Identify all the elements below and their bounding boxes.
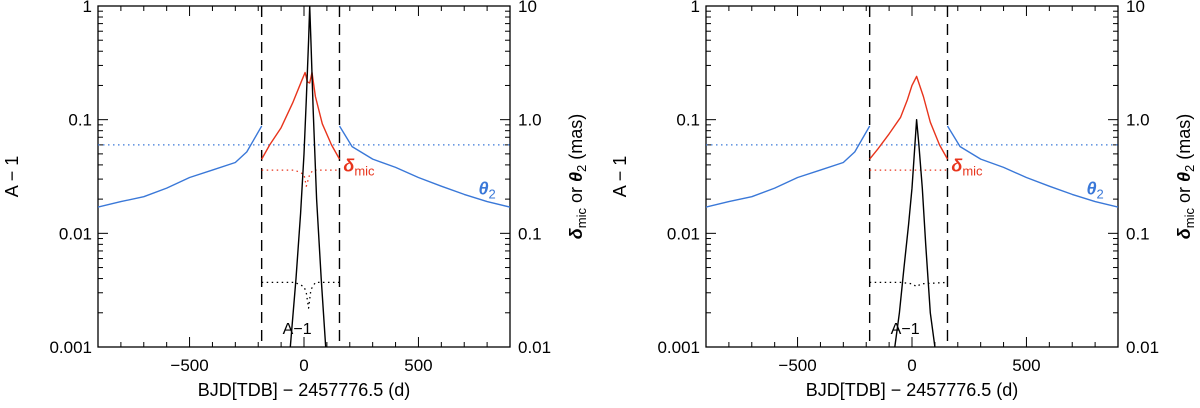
annotation-label-2: θ2	[1086, 178, 1103, 201]
annotation-main: θ	[478, 178, 488, 198]
chart-panel-2: −500 0 500 0.001 0.01 0.1 1 0.01 0.1 1.0 10 BJD[TDB…	[610, 0, 1197, 400]
annotation-label-mic: δmic	[343, 155, 375, 178]
annotation-sub: mic	[354, 163, 375, 178]
chart-panel-1: −500 0 500 0.001 0.01 0.1 1 0.01 0.1 1.0 10 BJD[TDB…	[2, 0, 589, 400]
y-left-axis-label: A − 1	[610, 156, 630, 198]
y-right-axis-label-part: or	[1174, 182, 1194, 208]
annotation-sub: 2	[1097, 186, 1104, 201]
series-line-2	[946, 125, 1118, 208]
y-right-axis-label-part: (mas)	[1174, 114, 1194, 165]
y-right-tick-label: 0.01	[1126, 338, 1159, 357]
y-right-axis-label-part: (mas)	[566, 114, 586, 165]
y-right-axis-label-part: or	[566, 182, 586, 208]
series-line-6	[261, 281, 340, 309]
y-left-tick-label: 1	[691, 0, 700, 16]
series-line-2	[338, 125, 510, 208]
y-right-tick-label: 1.0	[518, 111, 542, 130]
y-right-axis-label: δmic or θ2 (mas)	[1174, 114, 1197, 240]
y-left-tick-label: 0.1	[68, 111, 92, 130]
y-left-tick-label: 0.001	[657, 338, 700, 357]
x-axis-label: BJD[TDB] − 2457776.5 (d)	[806, 380, 1019, 400]
y-right-axis-label-part: 2	[574, 165, 589, 172]
x-tick-label: 0	[907, 356, 916, 375]
plot-area	[706, 6, 1118, 347]
y-left-axis-label: A − 1	[2, 156, 22, 198]
y-left-tick-label: 0.01	[667, 224, 700, 243]
y-right-axis-label-part: mic	[574, 208, 589, 229]
y-left-tick-label: 0.01	[59, 224, 92, 243]
x-tick-label: −500	[778, 356, 816, 375]
series-line-6	[869, 281, 948, 288]
series-line-3	[261, 71, 341, 160]
y-left-tick-label: 0.001	[49, 338, 92, 357]
plot-frame	[705, 5, 1119, 348]
annotation-label-2: θ2	[478, 178, 495, 201]
y-right-tick-label: 1.0	[1126, 111, 1150, 130]
y-right-tick-label: 0.1	[1126, 224, 1150, 243]
series-line-5	[894, 118, 936, 347]
x-tick-label: 500	[404, 356, 432, 375]
y-right-axis-label: δmic or θ2 (mas)	[566, 114, 589, 240]
annotation-label-mic: δmic	[951, 155, 983, 178]
y-right-axis-label-part: mic	[1182, 208, 1197, 229]
y-right-tick-label: 10	[518, 0, 537, 16]
plot-area	[98, 6, 510, 347]
y-right-tick-label: 10	[1126, 0, 1145, 16]
y-right-axis-label-part: θ	[566, 172, 586, 182]
annotation-sub: mic	[962, 163, 983, 178]
y-right-axis-label-part: θ	[1174, 172, 1194, 182]
annotation-main: δ	[951, 155, 963, 175]
series-line-4	[261, 169, 340, 187]
x-axis-label: BJD[TDB] − 2457776.5 (d)	[198, 380, 411, 400]
x-tick-label: −500	[170, 356, 208, 375]
annotation-label: A−1	[283, 321, 312, 338]
series-line-5	[289, 6, 327, 347]
y-left-tick-label: 1	[83, 0, 92, 16]
y-right-axis-label-part: δ	[566, 227, 586, 239]
series-line-1	[98, 125, 263, 208]
series-line-1	[706, 125, 871, 208]
y-right-tick-label: 0.1	[518, 224, 542, 243]
annotation-main: θ	[1086, 178, 1096, 198]
y-right-axis-label-part: δ	[1174, 227, 1194, 239]
y-right-axis-label-part: 2	[1182, 165, 1197, 172]
annotation-sub: 2	[489, 186, 496, 201]
y-left-tick-label: 0.1	[676, 111, 700, 130]
annotation-label: A−1	[891, 321, 920, 338]
x-tick-label: 500	[1012, 356, 1040, 375]
series-line-3	[869, 75, 949, 160]
annotation-main: δ	[343, 155, 355, 175]
y-right-tick-label: 0.01	[518, 338, 551, 357]
x-tick-label: 0	[299, 356, 308, 375]
